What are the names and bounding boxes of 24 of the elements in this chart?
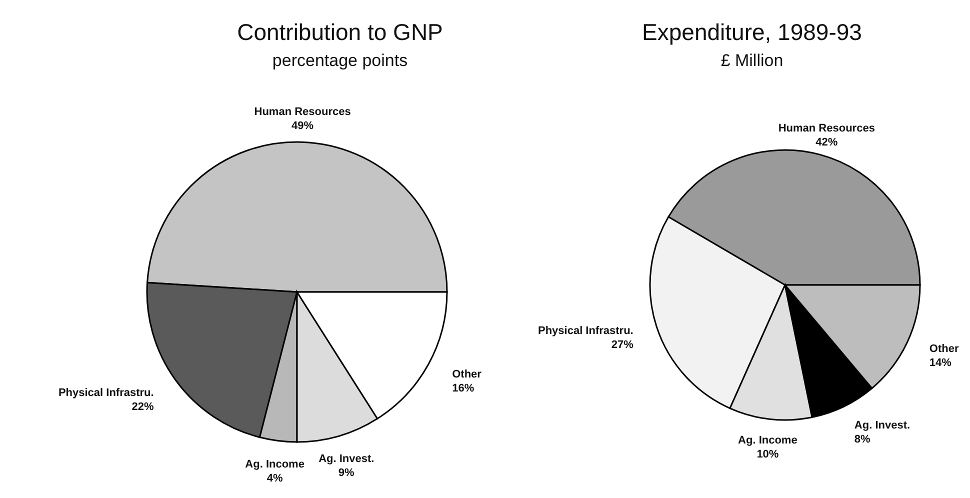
data-label: 4%: [266, 472, 283, 485]
data-label: 16%: [452, 382, 474, 394]
data-label: 22%: [132, 401, 154, 414]
chart-title: Contribution to GNP: [237, 19, 443, 45]
chart-subtitle: percentage points: [272, 51, 408, 70]
slice-label: Ag. Invest.: [854, 419, 910, 432]
data-label: 49%: [292, 120, 314, 132]
slice-label: Human Resources: [778, 122, 875, 134]
slice-label: Human Resources: [254, 106, 351, 118]
data-label: 14%: [929, 357, 952, 370]
slice-label: Other: [929, 343, 960, 356]
slice-label: Physical Infrastru.: [58, 387, 154, 400]
chart-subtitle: £ Million: [720, 51, 784, 70]
data-label: 9%: [338, 466, 355, 479]
chart-title: Expenditure, 1989-93: [642, 19, 862, 45]
slice-label: Other: [452, 368, 482, 380]
data-label: 8%: [854, 433, 871, 446]
data-label: 10%: [756, 448, 779, 460]
slice-label: Physical Infrastru.: [538, 324, 634, 337]
slice-label: Ag. Invest.: [318, 452, 374, 465]
data-label: 27%: [611, 338, 634, 351]
slice-label: Ag. Income: [738, 434, 798, 446]
data-label: 42%: [816, 136, 838, 148]
slice-label: Ag. Income: [245, 458, 304, 471]
